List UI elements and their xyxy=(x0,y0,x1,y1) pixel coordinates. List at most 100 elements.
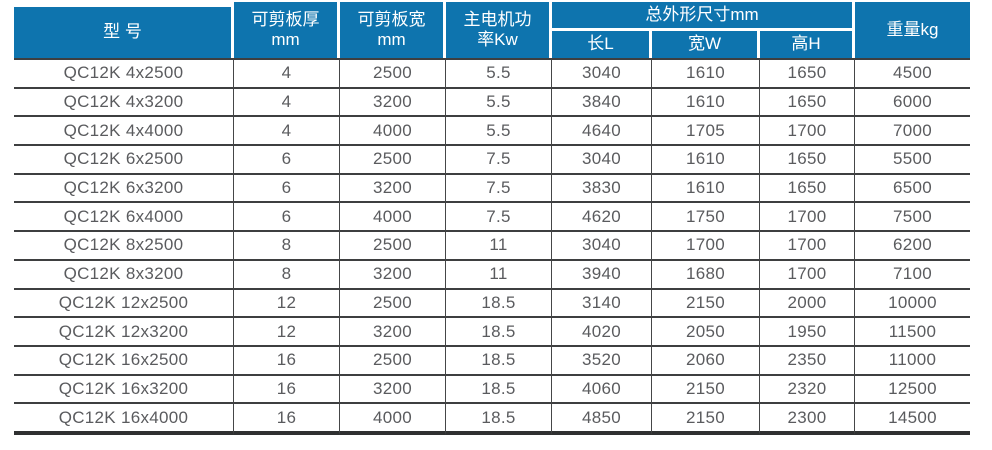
cell-height-h: 1700 xyxy=(760,260,856,290)
cell-weight-kg: 7500 xyxy=(855,203,971,233)
cell-power-kw: 18.5 xyxy=(446,375,552,405)
cell-model: QC12K 16x3200 xyxy=(14,375,234,405)
cell-width-w: 2150 xyxy=(652,289,760,319)
cell-power-kw: 11 xyxy=(446,232,552,261)
col-header-model: 型 号 xyxy=(14,0,234,58)
cell-thickness-mm: 16 xyxy=(234,404,340,435)
cell-height-h: 1650 xyxy=(760,146,856,175)
col-header-width: 宽W xyxy=(652,31,760,58)
cell-height-h: 1700 xyxy=(760,117,856,147)
cell-thickness-mm: 4 xyxy=(234,58,340,89)
spec-table-header: 型 号 可剪板厚 mm 可剪板宽 mm 主电机功 率Kw 总外形尺寸mm 重量k… xyxy=(14,0,971,58)
cell-power-kw: 18.5 xyxy=(446,318,552,347)
cell-thickness-mm: 8 xyxy=(234,232,340,261)
col-header-dimensions-group: 总外形尺寸mm xyxy=(552,0,856,31)
cell-width-w: 1610 xyxy=(652,146,760,175)
col-header-thickness: 可剪板厚 mm xyxy=(234,0,340,58)
cell-length-l: 3040 xyxy=(552,58,652,89)
cell-width-w: 1610 xyxy=(652,174,760,204)
cell-height-h: 1950 xyxy=(760,318,856,347)
cell-height-h: 1700 xyxy=(760,203,856,233)
cell-thickness-mm: 8 xyxy=(234,260,340,290)
cell-power-kw: 7.5 xyxy=(446,203,552,233)
cell-height-h: 1700 xyxy=(760,232,856,261)
cell-length-l: 3040 xyxy=(552,146,652,175)
cell-length-l: 3040 xyxy=(552,232,652,261)
cell-power-kw: 5.5 xyxy=(446,117,552,147)
cell-width-w: 2050 xyxy=(652,318,760,347)
cell-height-h: 1650 xyxy=(760,174,856,204)
table-row: QC12K 8x2500 8 2500 11 3040 1700 1700 6200 xyxy=(14,232,971,261)
cell-weight-kg: 11000 xyxy=(855,346,971,376)
cell-height-h: 1650 xyxy=(760,88,856,118)
cell-model: QC12K 16x4000 xyxy=(14,404,234,435)
cell-length-l: 4060 xyxy=(552,375,652,405)
table-row: QC12K 6x4000 6 4000 7.5 4620 1750 1700 7500 xyxy=(14,203,971,233)
spec-table-container: 型 号 可剪板厚 mm 可剪板宽 mm 主电机功 率Kw 总外形尺寸mm 重量k… xyxy=(14,0,971,435)
cell-weight-kg: 4500 xyxy=(855,58,971,89)
table-row: QC12K 4x2500 4 2500 5.5 3040 1610 1650 4500 xyxy=(14,58,971,89)
cell-sheet-width-mm: 3200 xyxy=(340,174,446,204)
cell-thickness-mm: 16 xyxy=(234,375,340,405)
cell-power-kw: 7.5 xyxy=(446,146,552,175)
cell-sheet-width-mm: 3200 xyxy=(340,88,446,118)
cell-model: QC12K 16x2500 xyxy=(14,346,234,376)
cell-length-l: 3840 xyxy=(552,88,652,118)
col-header-length: 长L xyxy=(552,31,652,58)
cell-model: QC12K 6x3200 xyxy=(14,174,234,204)
cell-sheet-width-mm: 4000 xyxy=(340,203,446,233)
table-row: QC12K 8x3200 8 3200 11 3940 1680 1700 7100 xyxy=(14,260,971,290)
cell-sheet-width-mm: 2500 xyxy=(340,232,446,261)
cell-sheet-width-mm: 3200 xyxy=(340,260,446,290)
cell-height-h: 2350 xyxy=(760,346,856,376)
table-row: QC12K 12x3200 12 3200 18.5 4020 2050 1950 11500 xyxy=(14,318,971,347)
cell-sheet-width-mm: 2500 xyxy=(340,58,446,89)
cell-sheet-width-mm: 2500 xyxy=(340,146,446,175)
cell-thickness-mm: 12 xyxy=(234,318,340,347)
cell-power-kw: 18.5 xyxy=(446,404,552,435)
cell-width-w: 1700 xyxy=(652,232,760,261)
cell-width-w: 2150 xyxy=(652,404,760,435)
cell-weight-kg: 7100 xyxy=(855,260,971,290)
cell-power-kw: 18.5 xyxy=(446,346,552,376)
cell-power-kw: 5.5 xyxy=(446,58,552,89)
cell-height-h: 1650 xyxy=(760,58,856,89)
cell-sheet-width-mm: 4000 xyxy=(340,404,446,435)
cell-length-l: 3520 xyxy=(552,346,652,376)
cell-weight-kg: 11500 xyxy=(855,318,971,347)
cell-power-kw: 7.5 xyxy=(446,174,552,204)
cell-width-w: 2150 xyxy=(652,375,760,405)
cell-power-kw: 11 xyxy=(446,260,552,290)
cell-height-h: 2300 xyxy=(760,404,856,435)
cell-thickness-mm: 16 xyxy=(234,346,340,376)
cell-weight-kg: 7000 xyxy=(855,117,971,147)
cell-weight-kg: 10000 xyxy=(855,289,971,319)
cell-weight-kg: 6000 xyxy=(855,88,971,118)
spec-table: 型 号 可剪板厚 mm 可剪板宽 mm 主电机功 率Kw 总外形尺寸mm 重量k… xyxy=(14,0,971,435)
cell-model: QC12K 4x3200 xyxy=(14,88,234,118)
cell-length-l: 4020 xyxy=(552,318,652,347)
cell-model: QC12K 6x4000 xyxy=(14,203,234,233)
cell-weight-kg: 5500 xyxy=(855,146,971,175)
cell-thickness-mm: 6 xyxy=(234,174,340,204)
cell-sheet-width-mm: 2500 xyxy=(340,289,446,319)
cell-model: QC12K 4x4000 xyxy=(14,117,234,147)
table-row: QC12K 16x2500 16 2500 18.5 3520 2060 2350 11000 xyxy=(14,346,971,376)
table-row: QC12K 4x4000 4 4000 5.5 4640 1705 1700 7000 xyxy=(14,117,971,147)
table-row: QC12K 6x3200 6 3200 7.5 3830 1610 1650 6500 xyxy=(14,174,971,204)
cell-sheet-width-mm: 3200 xyxy=(340,318,446,347)
cell-length-l: 4640 xyxy=(552,117,652,147)
cell-width-w: 1680 xyxy=(652,260,760,290)
cell-model: QC12K 6x2500 xyxy=(14,146,234,175)
cell-width-w: 1750 xyxy=(652,203,760,233)
table-row: QC12K 12x2500 12 2500 18.5 3140 2150 2000 10000 xyxy=(14,289,971,319)
cell-model: QC12K 4x2500 xyxy=(14,58,234,89)
table-row: QC12K 16x3200 16 3200 18.5 4060 2150 2320 12500 xyxy=(14,375,971,405)
cell-width-w: 2060 xyxy=(652,346,760,376)
cell-weight-kg: 6500 xyxy=(855,174,971,204)
cell-model: QC12K 8x3200 xyxy=(14,260,234,290)
col-header-weight: 重量kg xyxy=(855,0,971,58)
cell-sheet-width-mm: 4000 xyxy=(340,117,446,147)
cell-weight-kg: 12500 xyxy=(855,375,971,405)
cell-length-l: 4620 xyxy=(552,203,652,233)
